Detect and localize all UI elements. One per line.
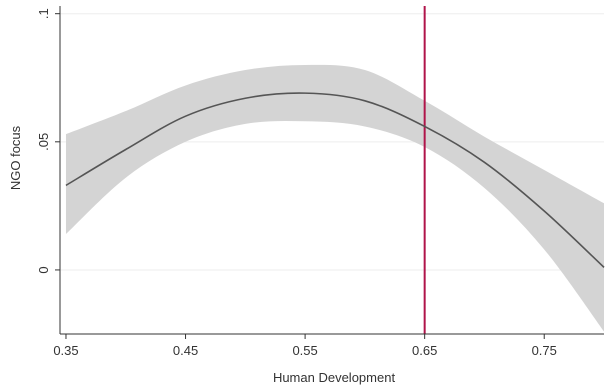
y-tick-label: 0 (36, 266, 51, 273)
x-axis-ticks: 0.35 0.45 0.55 0.65 0.75 (53, 334, 557, 358)
x-tick-label: 0.55 (292, 343, 317, 358)
x-tick-label: 0.75 (532, 343, 557, 358)
x-tick-label: 0.45 (173, 343, 198, 358)
fitted-line (65, 92, 605, 268)
x-tick-label: 0.35 (53, 343, 78, 358)
y-axis-title: NGO focus (8, 125, 23, 190)
x-axis-title: Human Development (273, 370, 396, 385)
y-tick-label: .05 (36, 133, 51, 151)
y-tick-label: .1 (36, 8, 51, 19)
x-tick-label: 0.65 (412, 343, 437, 358)
y-axis-ticks: 0 .05 .1 (36, 8, 60, 274)
confidence-band (65, 64, 605, 332)
